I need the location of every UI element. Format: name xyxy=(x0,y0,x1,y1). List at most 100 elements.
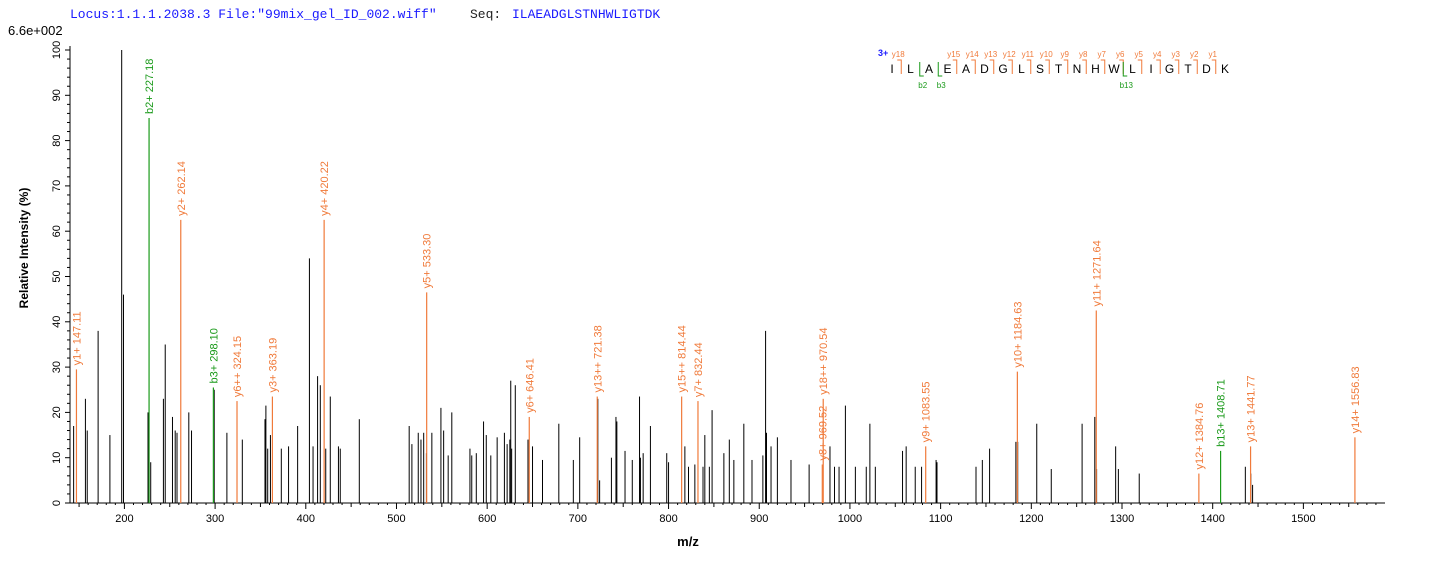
y-tick-label: 10 xyxy=(51,452,63,464)
peak-label: y7+ 832.44 xyxy=(693,342,705,397)
x-tick-label: 1500 xyxy=(1291,513,1315,525)
y-tick-label: 40 xyxy=(51,316,63,328)
y-ion-bracket xyxy=(952,59,958,74)
residue-letter: L xyxy=(907,62,914,76)
y-ion-bracket xyxy=(1174,59,1180,74)
y-ion-bracket xyxy=(1156,59,1161,74)
residue-letter: L xyxy=(1129,62,1136,76)
seq-value: ILAEADGLSTNHWLIGTDK xyxy=(512,7,661,22)
y-ion-bracket xyxy=(1008,59,1013,74)
residue-letter: T xyxy=(1184,62,1192,76)
y-tick-label: 60 xyxy=(51,225,63,237)
residue-letter: A xyxy=(925,62,933,76)
peak-label: y13++ 721.38 xyxy=(592,325,604,392)
residue-letter: G xyxy=(998,62,1007,76)
y-ion-label: y12 xyxy=(1003,50,1016,59)
x-tick-label: 600 xyxy=(478,513,496,525)
b-ion-label: b3 xyxy=(937,81,946,90)
y-ion-bracket xyxy=(1082,59,1087,74)
y-ion-label: y2 xyxy=(1190,50,1199,59)
residue-letter: A xyxy=(962,62,970,76)
b-ion-label: b2 xyxy=(918,81,927,90)
residue-letter: T xyxy=(1055,62,1063,76)
y-tick-label: 90 xyxy=(51,89,63,101)
unannotated-peaks xyxy=(73,50,1254,503)
y-ion-bracket xyxy=(1045,59,1050,74)
y-ion-label: y18 xyxy=(892,50,905,59)
y-ion-label: y15 xyxy=(947,50,960,59)
y-ion-label: y4 xyxy=(1153,50,1162,59)
y-ion-label: y1 xyxy=(1209,50,1218,59)
y-ion-label: y6 xyxy=(1116,50,1125,59)
spectrum-header: Locus:1.1.1.2038.3 File:"99mix_gel_ID_00… xyxy=(0,0,1436,24)
b-ion-bracket xyxy=(937,62,943,77)
x-tick-label: 900 xyxy=(750,513,768,525)
residue-letter: E xyxy=(943,62,951,76)
x-tick-label: 1400 xyxy=(1200,513,1224,525)
locus-file-label: Locus:1.1.1.2038.3 File:"99mix_gel_ID_00… xyxy=(70,7,437,22)
peak-label: y1+ 147.11 xyxy=(71,311,83,365)
y-tick-label: 50 xyxy=(51,270,63,282)
peak-label: b2+ 227.18 xyxy=(144,59,156,114)
y-tick-label: 100 xyxy=(51,41,63,59)
peak-label: y12+ 1384.76 xyxy=(1194,403,1206,470)
peak-label: y11+ 1271.64 xyxy=(1091,240,1103,306)
y-ion-label: y10 xyxy=(1040,50,1053,59)
x-tick-label: 400 xyxy=(297,513,315,525)
peak-label: y2+ 262.14 xyxy=(176,161,188,216)
residue-letter: I xyxy=(890,62,893,76)
x-tick-label: 1100 xyxy=(929,513,953,525)
y-ion-label: y11 xyxy=(1022,50,1035,59)
x-tick-label: 300 xyxy=(206,513,224,525)
intensity-scale-label: 6.6e+002 xyxy=(8,23,63,38)
y-tick-label: 20 xyxy=(51,406,63,418)
y-ion-label: y14 xyxy=(966,50,979,59)
residue-letter: D xyxy=(1202,62,1211,76)
residue-letter: L xyxy=(1018,62,1025,76)
peak-label: y6+ 646.41 xyxy=(524,358,536,413)
y-ion-bracket xyxy=(1119,59,1124,74)
peak-label: y9+ 1083.55 xyxy=(921,382,933,443)
y-ion-bracket xyxy=(1211,59,1217,74)
y-ion-bracket xyxy=(1100,59,1106,74)
b-ion-bracket xyxy=(1122,62,1128,77)
residue-letter: S xyxy=(1036,62,1044,76)
residue-letter: N xyxy=(1073,62,1082,76)
y-tick-label: 0 xyxy=(51,500,63,506)
y-tick-label: 30 xyxy=(51,361,63,373)
peak-label: y3+ 363.19 xyxy=(267,338,279,393)
peak-label: y14+ 1556.83 xyxy=(1350,366,1362,433)
y-ion-bracket xyxy=(1193,59,1198,74)
peak-label: y10+ 1184.63 xyxy=(1012,301,1024,367)
peak-label: y4+ 420.22 xyxy=(319,161,331,216)
y-tick-label: 70 xyxy=(51,180,63,192)
residue-letter: D xyxy=(980,62,989,76)
x-tick-label: 1000 xyxy=(838,513,862,525)
peak-label: y18++ 970.54 xyxy=(818,328,830,395)
peak-label: y15++ 814.44 xyxy=(677,325,689,392)
axes: 0 10 20 30 40 50 60 70 80 90 100 200 300 400 500 600 700… xyxy=(51,41,1385,525)
y-ion-bracket xyxy=(989,59,995,74)
peak-label: y8+ 969.52 xyxy=(817,406,829,461)
y-ion-bracket xyxy=(1137,59,1143,74)
charge-state-label: 3+ xyxy=(878,48,888,58)
y-ion-label: y8 xyxy=(1079,50,1088,59)
peak-label: y13+ 1441.77 xyxy=(1246,375,1258,442)
peak-label: b3+ 298.10 xyxy=(208,328,220,383)
seq-label: Seq: xyxy=(470,7,502,22)
y-ion-label: y3 xyxy=(1172,50,1181,59)
x-tick-label: 700 xyxy=(569,513,587,525)
x-tick-label: 500 xyxy=(387,513,405,525)
peak-label: y6++ 324.15 xyxy=(232,336,244,397)
y-ion-label: y13 xyxy=(984,50,997,59)
x-tick-label: 1200 xyxy=(1019,513,1043,525)
residue-letter: K xyxy=(1221,62,1229,76)
y-ion-label: y5 xyxy=(1135,50,1144,59)
x-tick-label: 1300 xyxy=(1110,513,1134,525)
y-ion-bracket xyxy=(1026,59,1032,74)
y-ion-bracket xyxy=(971,59,976,74)
residue-letter: H xyxy=(1091,62,1100,76)
b-ion-bracket xyxy=(919,62,924,77)
